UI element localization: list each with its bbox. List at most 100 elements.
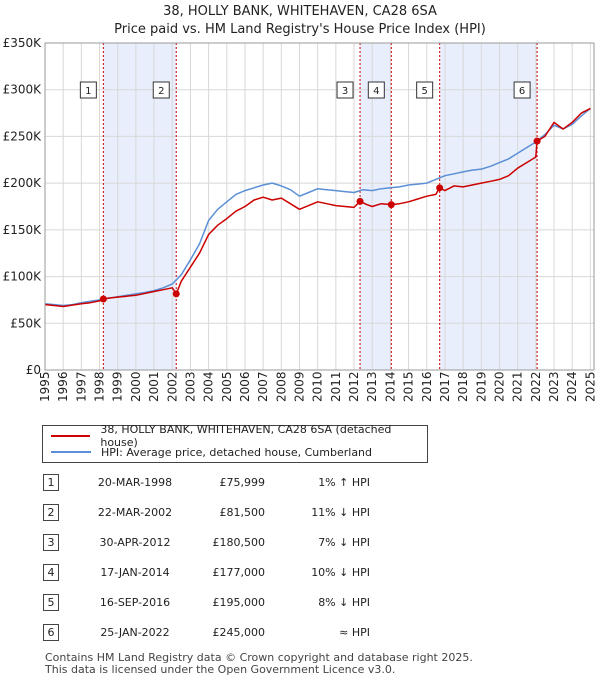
legend-item-property: 38, HOLLY BANK, WHITEHAVEN, CA28 6SA (de…	[51, 423, 427, 449]
sale-point	[533, 137, 541, 145]
footer-copyright: Contains HM Land Registry data © Crown c…	[45, 651, 473, 664]
x-tick-label: 1999	[111, 371, 125, 402]
legend-label-property: 38, HOLLY BANK, WHITEHAVEN, CA28 6SA (de…	[100, 423, 392, 449]
table-row: 1 20-MAR-1998 £75,999 1% ↑ HPI	[0, 473, 600, 493]
sale-point	[172, 290, 180, 298]
sale-label: 5	[421, 86, 427, 97]
tx-date: 30-APR-2012	[99, 536, 171, 549]
x-tick-label: 2002	[165, 371, 179, 402]
tx-number: 3	[43, 534, 59, 551]
sale-label-box	[336, 81, 354, 99]
sale-point	[436, 184, 444, 192]
legend-swatch-property	[51, 435, 91, 437]
x-tick-label: 2020	[492, 371, 506, 402]
x-tick-label: 2022	[529, 371, 543, 402]
x-tick-label: 2011	[329, 371, 343, 402]
x-tick-label: 2003	[183, 371, 197, 402]
tx-price: £180,500	[212, 536, 266, 549]
legend-item-hpi: HPI: Average price, detached house, Cumb…	[51, 444, 372, 460]
x-tick-label: 2018	[456, 371, 470, 402]
sale-point	[387, 201, 395, 209]
plot-frame	[44, 42, 595, 371]
x-tick-label: 1995	[38, 371, 52, 402]
tx-number: 2	[43, 504, 59, 521]
legend-swatch-hpi	[51, 451, 91, 453]
sale-point	[99, 295, 107, 303]
x-tick-label: 2007	[256, 371, 270, 402]
tx-price: £245,000	[212, 626, 266, 639]
x-tick-label: 2014	[383, 371, 397, 402]
tx-date: 17-JAN-2014	[100, 566, 170, 579]
y-tick-label: £0	[26, 363, 41, 377]
table-row: 2 22-MAR-2002 £81,500 11% ↓ HPI	[0, 503, 600, 523]
sale-label: 2	[158, 86, 164, 97]
tx-hpi-diff: 10% ↓ HPI	[311, 566, 370, 579]
y-tick-label: £50K	[10, 316, 42, 330]
legend-label-hpi: HPI: Average price, detached house, Cumb…	[101, 445, 373, 459]
sale-label-box	[152, 81, 170, 99]
sale-label: 4	[373, 86, 379, 97]
price-chart: 1 2 3 4 5 6 £0 £50K £100K £150K £200K £250K £300K £35…	[3, 36, 598, 402]
x-tick-label: 2001	[147, 371, 161, 402]
x-tick-label: 2010	[311, 371, 325, 402]
chart-title: 38, HOLLY BANK, WHITEHAVEN, CA28 6SA	[163, 4, 437, 19]
x-tick-label: 2004	[202, 371, 216, 402]
series-line-property	[44, 107, 591, 308]
x-tick-label: 2012	[347, 371, 361, 402]
sale-label-box	[513, 81, 531, 99]
tx-hpi-diff: 1% ↑ HPI	[318, 476, 370, 489]
chart-legend: 38, HOLLY BANK, WHITEHAVEN, CA28 6SA (de…	[42, 423, 428, 463]
tx-date: 22-MAR-2002	[97, 506, 173, 519]
tx-number: 5	[43, 594, 59, 611]
sale-label-box	[416, 81, 434, 99]
tx-price: £195,000	[212, 596, 266, 609]
x-tick-label: 2021	[511, 371, 525, 402]
y-tick-label: £150K	[3, 223, 43, 237]
x-tick-label: 2000	[129, 371, 143, 402]
sale-label: 1	[85, 86, 91, 97]
tx-hpi-diff: ≈ HPI	[339, 626, 370, 639]
tx-number: 1	[43, 474, 59, 491]
x-tick-label: 1997	[74, 371, 88, 402]
table-row: 6 25-JAN-2022 £245,000 ≈ HPI	[0, 623, 600, 643]
x-tick-label: 2005	[220, 371, 234, 402]
table-row: 3 30-APR-2012 £180,500 7% ↓ HPI	[0, 533, 600, 553]
tx-date: 20-MAR-1998	[97, 476, 173, 489]
y-tick-label: £350K	[3, 36, 43, 50]
tx-number: 4	[43, 564, 59, 581]
y-tick-label: £200K	[3, 176, 43, 190]
chart-subtitle: Price paid vs. HM Land Registry's House …	[114, 22, 486, 37]
sale-label-box	[79, 81, 97, 99]
table-row: 4 17-JAN-2014 £177,000 10% ↓ HPI	[0, 563, 600, 583]
x-tick-label: 2006	[238, 371, 252, 402]
x-tick-label: 2019	[474, 371, 488, 402]
tx-number: 6	[43, 624, 59, 641]
tx-hpi-diff: 8% ↓ HPI	[318, 596, 370, 609]
table-row: 5 16-SEP-2016 £195,000 8% ↓ HPI	[0, 593, 600, 613]
x-tick-label: 2023	[547, 371, 561, 402]
footer-licence: This data is licensed under the Open Gov…	[45, 663, 396, 676]
x-tick-label: 1996	[56, 371, 70, 402]
x-tick-label: 2016	[420, 371, 434, 402]
series-line-hpi	[44, 107, 591, 307]
tx-date: 16-SEP-2016	[99, 596, 171, 609]
x-tick-label: 2024	[565, 371, 579, 402]
x-tick-label: 2009	[293, 371, 307, 402]
tx-hpi-diff: 11% ↓ HPI	[311, 506, 370, 519]
tx-price: £75,999	[219, 476, 266, 489]
x-tick-label: 2008	[274, 371, 288, 402]
tx-date: 25-JAN-2022	[100, 626, 170, 639]
tx-price: £81,500	[219, 506, 266, 519]
x-tick-label: 1998	[93, 371, 107, 402]
tx-price: £177,000	[212, 566, 266, 579]
x-tick-label: 2025	[583, 371, 597, 402]
x-tick-label: 2013	[365, 371, 379, 402]
tx-hpi-diff: 7% ↓ HPI	[318, 536, 370, 549]
x-tick-label: 2015	[402, 371, 416, 402]
x-tick-label: 2017	[438, 371, 452, 402]
y-tick-label: £250K	[3, 129, 43, 143]
sale-point	[356, 197, 364, 205]
sale-label-box	[367, 81, 385, 99]
y-tick-label: £100K	[3, 270, 43, 284]
sale-label: 3	[342, 86, 348, 97]
